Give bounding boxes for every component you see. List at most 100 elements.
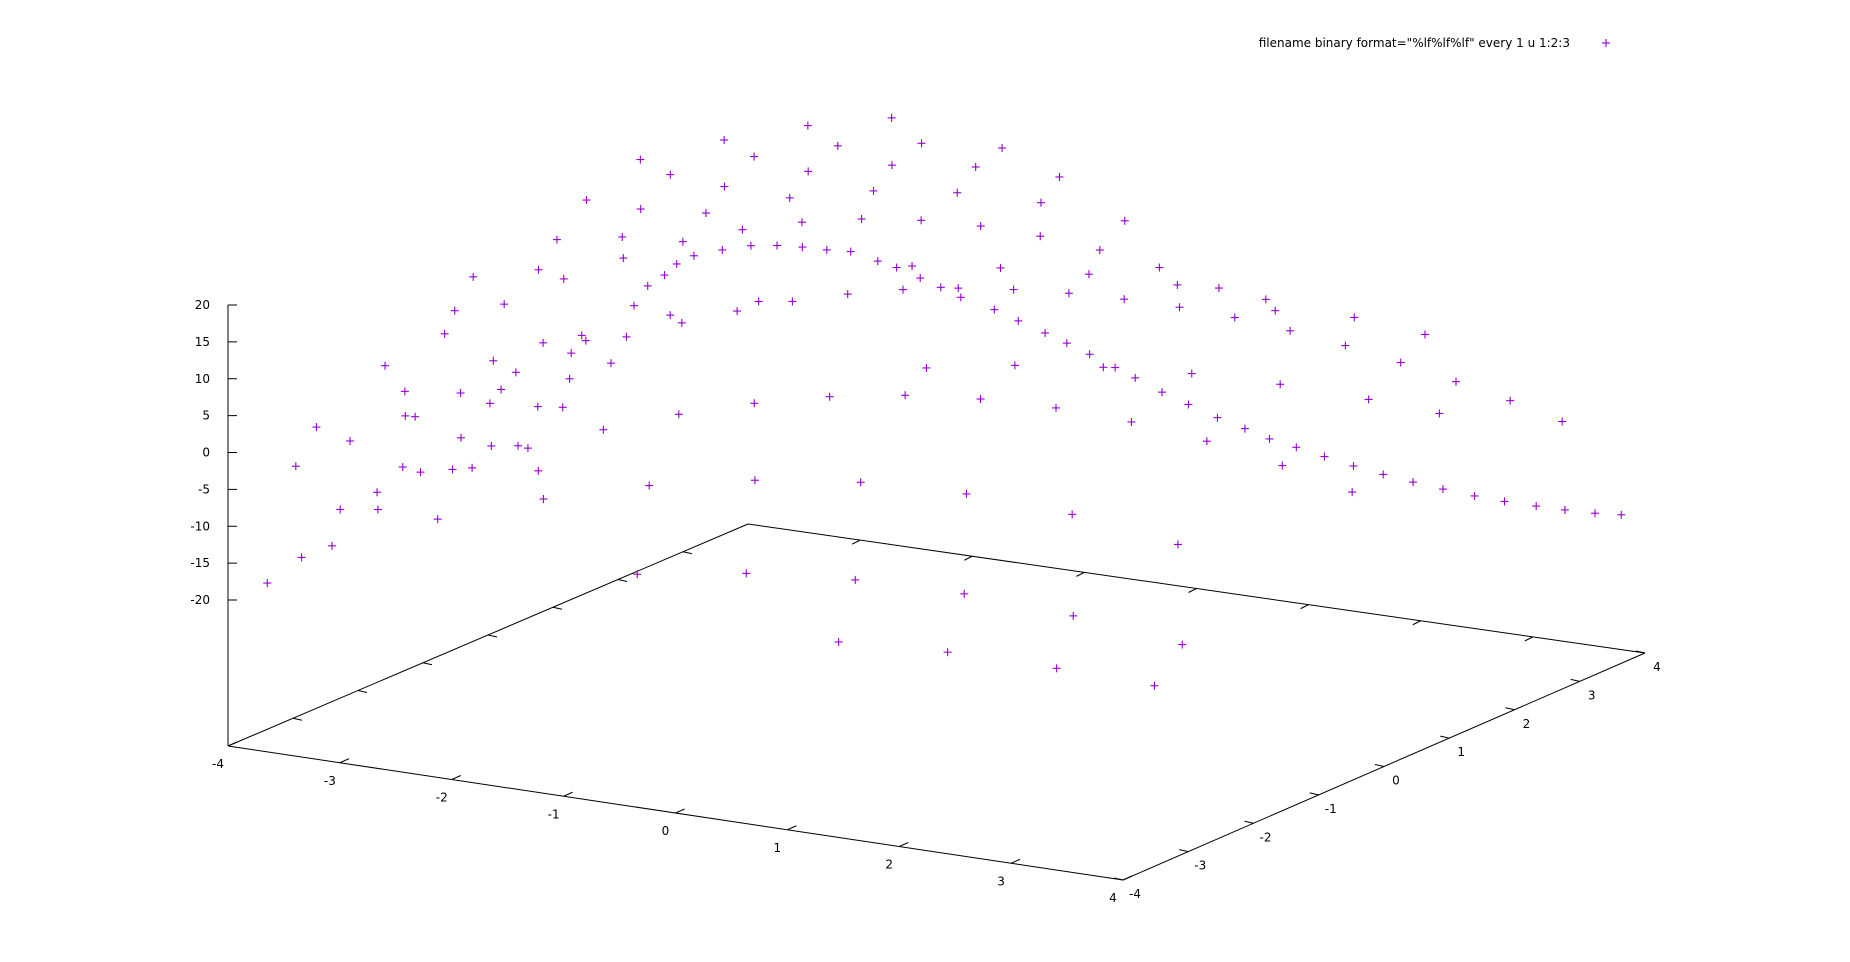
data-point bbox=[733, 307, 742, 316]
data-point bbox=[1187, 369, 1196, 378]
back-edge-tick bbox=[1188, 588, 1197, 593]
data-point bbox=[487, 441, 496, 450]
data-point bbox=[1409, 478, 1418, 487]
data-point bbox=[843, 290, 852, 299]
data-point bbox=[599, 425, 608, 434]
x-tick-label: -2 bbox=[436, 791, 448, 805]
data-point bbox=[312, 423, 321, 432]
data-point bbox=[581, 336, 590, 345]
y-tick-label: 4 bbox=[1653, 660, 1661, 674]
data-point bbox=[892, 263, 901, 272]
data-point bbox=[582, 196, 591, 205]
legend-marker-icon bbox=[1602, 39, 1610, 47]
data-point bbox=[1500, 497, 1509, 506]
z-tick-label: -5 bbox=[198, 482, 210, 496]
data-point bbox=[567, 349, 576, 358]
data-point bbox=[297, 553, 306, 562]
data-point bbox=[400, 387, 409, 396]
data-point bbox=[622, 332, 631, 341]
data-point bbox=[916, 274, 925, 283]
data-point bbox=[1052, 403, 1060, 412]
y-tick-label: 0 bbox=[1392, 774, 1400, 788]
data-point bbox=[1155, 263, 1164, 272]
data-point bbox=[401, 411, 410, 420]
data-point bbox=[1364, 395, 1373, 404]
data-point bbox=[433, 515, 442, 524]
data-point bbox=[457, 433, 465, 442]
data-point bbox=[1120, 295, 1129, 304]
data-point bbox=[514, 441, 523, 450]
x-tick-label: 1 bbox=[774, 841, 782, 855]
y-tick-label: -3 bbox=[1194, 859, 1206, 873]
data-point bbox=[971, 162, 980, 171]
y-tick-label: 2 bbox=[1523, 717, 1531, 731]
data-point bbox=[960, 589, 969, 598]
data-point bbox=[1591, 509, 1600, 518]
data-point bbox=[998, 143, 1007, 152]
data-point bbox=[1202, 437, 1211, 446]
data-point bbox=[489, 356, 498, 365]
data-point bbox=[678, 237, 687, 246]
data-point bbox=[956, 293, 965, 302]
data-point bbox=[1120, 216, 1129, 225]
data-point bbox=[1010, 361, 1019, 370]
data-point bbox=[1341, 341, 1350, 350]
data-points bbox=[263, 113, 1626, 690]
left-edge-tick bbox=[552, 606, 563, 610]
data-point bbox=[1184, 400, 1193, 409]
data-point bbox=[1617, 510, 1626, 519]
data-point bbox=[1173, 540, 1182, 549]
data-point bbox=[773, 241, 782, 250]
data-point bbox=[976, 395, 985, 404]
data-point bbox=[291, 462, 300, 471]
left-edge-tick bbox=[422, 662, 433, 666]
back-edge-tick bbox=[851, 539, 861, 545]
data-point bbox=[857, 215, 866, 224]
data-point bbox=[1438, 485, 1447, 494]
z-tick-label: -10 bbox=[190, 519, 210, 533]
left-edge-tick bbox=[357, 690, 368, 693]
z-tick-label: -15 bbox=[190, 556, 210, 570]
data-point bbox=[500, 300, 509, 309]
x-tick-label: -4 bbox=[212, 757, 224, 771]
x-tick-mark bbox=[339, 758, 350, 764]
data-point bbox=[873, 257, 882, 266]
data-point bbox=[523, 444, 532, 453]
data-point bbox=[754, 297, 763, 306]
data-point bbox=[720, 182, 729, 191]
x-tick-label: 2 bbox=[885, 858, 893, 872]
y-tick-mark bbox=[1440, 735, 1450, 739]
z-tick-label: -20 bbox=[190, 593, 210, 607]
data-point bbox=[1292, 443, 1301, 452]
data-point bbox=[1261, 295, 1270, 304]
data-point bbox=[1435, 409, 1444, 418]
data-point bbox=[666, 170, 675, 179]
x-tick-mark bbox=[787, 825, 797, 831]
data-point bbox=[936, 283, 945, 292]
data-point bbox=[534, 265, 543, 274]
x-tick-label: 3 bbox=[997, 874, 1005, 888]
left-edge-tick bbox=[617, 579, 628, 582]
data-point bbox=[689, 251, 698, 260]
data-point bbox=[636, 155, 645, 164]
data-point bbox=[954, 284, 963, 293]
data-point bbox=[1320, 452, 1329, 461]
data-point bbox=[1131, 373, 1140, 382]
left-edge-tick bbox=[292, 717, 303, 721]
data-point bbox=[1150, 681, 1159, 690]
y-tick-label: -2 bbox=[1260, 830, 1272, 844]
data-point bbox=[440, 329, 449, 338]
x-tick-mark bbox=[451, 775, 461, 780]
data-point bbox=[607, 359, 616, 368]
data-point bbox=[373, 488, 382, 497]
data-point bbox=[633, 570, 642, 579]
data-point bbox=[1178, 640, 1187, 649]
data-point bbox=[1470, 491, 1479, 500]
data-point bbox=[577, 331, 586, 340]
data-point bbox=[962, 489, 971, 498]
data-point bbox=[636, 205, 645, 213]
data-point bbox=[1348, 488, 1357, 497]
data-point bbox=[1558, 417, 1567, 426]
data-point bbox=[1271, 306, 1280, 315]
